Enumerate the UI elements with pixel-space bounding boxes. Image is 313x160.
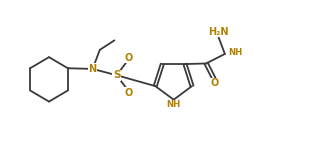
Text: O: O xyxy=(124,53,133,63)
Text: O: O xyxy=(124,88,133,98)
Text: S: S xyxy=(113,70,121,80)
Text: NH: NH xyxy=(228,48,242,57)
Text: NH: NH xyxy=(167,100,181,109)
Text: N: N xyxy=(89,64,97,74)
Text: H₂N: H₂N xyxy=(208,27,229,37)
Text: O: O xyxy=(210,78,219,88)
